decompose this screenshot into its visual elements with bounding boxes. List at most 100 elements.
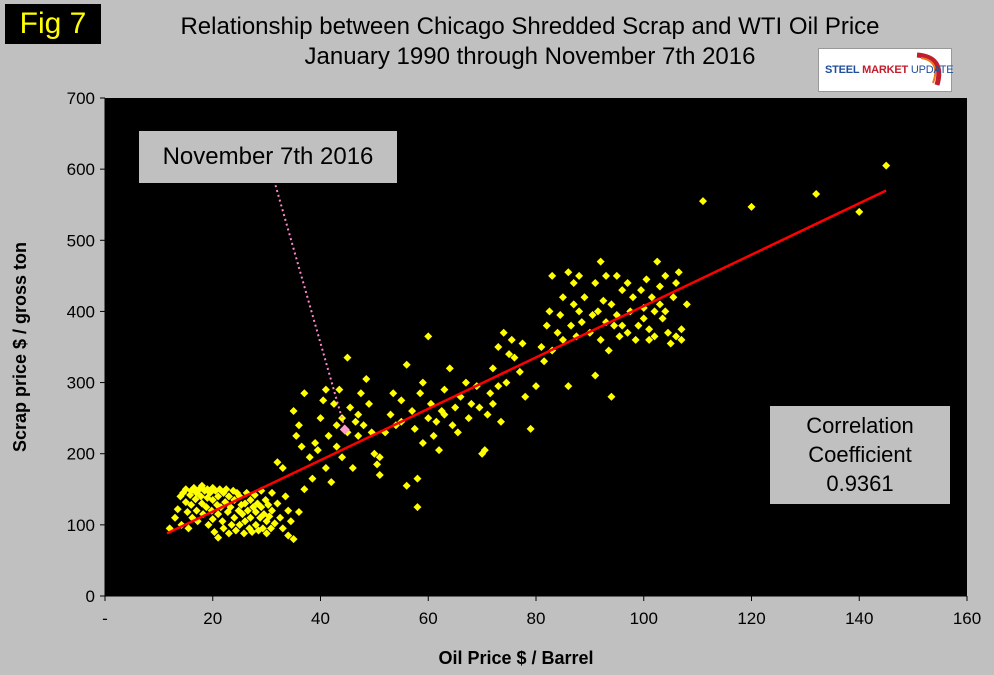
data-point	[494, 343, 503, 351]
data-point	[248, 527, 257, 536]
data-point	[575, 271, 584, 280]
data-point	[812, 190, 821, 199]
data-point	[663, 328, 672, 337]
data-point	[191, 495, 200, 504]
data-point	[628, 293, 637, 302]
x-tick-label: 120	[737, 609, 765, 628]
x-tick-label: 140	[845, 609, 873, 628]
data-point	[278, 524, 287, 533]
trendline	[166, 189, 887, 535]
data-point	[515, 367, 524, 376]
data-point	[316, 414, 325, 423]
data-point	[623, 278, 632, 287]
data-point	[639, 314, 648, 323]
data-point	[645, 325, 654, 334]
data-point	[184, 524, 193, 533]
data-point	[308, 474, 317, 483]
data-point	[747, 202, 756, 211]
data-point	[354, 410, 363, 419]
x-tick-label: 160	[953, 609, 981, 628]
data-point	[270, 519, 279, 528]
data-point	[235, 520, 244, 529]
data-points	[165, 161, 891, 544]
data-point	[292, 431, 301, 440]
data-point	[389, 389, 398, 398]
chart-subtitle: January 1990 through November 7th 2016	[304, 43, 756, 70]
data-point	[187, 500, 196, 509]
data-point	[475, 403, 484, 412]
data-point	[246, 513, 255, 522]
data-point	[634, 321, 643, 330]
data-point	[596, 335, 605, 344]
data-point	[241, 499, 250, 508]
data-point	[214, 533, 223, 542]
data-point	[569, 300, 578, 309]
data-point	[424, 414, 433, 423]
logo-swoosh-icon	[916, 52, 942, 86]
data-point	[338, 453, 347, 462]
data-point	[300, 485, 309, 494]
data-point	[637, 286, 646, 295]
data-point	[329, 399, 338, 408]
data-point	[375, 453, 384, 462]
data-point	[359, 421, 368, 430]
data-point	[655, 300, 664, 309]
data-point	[548, 271, 557, 280]
data-point	[305, 453, 314, 462]
data-point	[218, 517, 227, 526]
data-point	[607, 300, 616, 309]
data-point	[432, 417, 441, 426]
y-tick-label: 600	[67, 160, 95, 179]
data-point	[224, 492, 233, 501]
data-point	[356, 389, 365, 398]
data-point	[532, 382, 540, 391]
data-point	[223, 508, 232, 517]
data-point	[231, 526, 240, 535]
correlation-line2: Coefficient	[808, 442, 912, 467]
data-point	[502, 378, 511, 387]
data-point	[173, 505, 182, 514]
data-point	[556, 310, 565, 319]
data-point	[642, 275, 651, 284]
data-point	[373, 460, 382, 469]
data-point	[204, 520, 213, 529]
y-axis-title: Scrap price $ / gross ton	[10, 242, 30, 452]
data-point	[243, 506, 252, 515]
data-point	[510, 353, 519, 362]
data-point	[672, 332, 681, 341]
data-point	[219, 524, 228, 533]
data-point	[661, 271, 670, 280]
data-point	[429, 431, 438, 440]
data-point	[494, 382, 503, 391]
data-point	[445, 364, 454, 373]
data-point	[575, 307, 584, 316]
data-point	[214, 510, 223, 519]
callout-label: November 7th 2016	[139, 131, 397, 183]
data-point	[258, 524, 267, 533]
data-point	[319, 396, 328, 405]
data-point	[882, 161, 891, 170]
data-point	[208, 515, 217, 524]
data-point	[362, 375, 371, 384]
data-point	[268, 488, 277, 497]
data-point	[327, 478, 336, 487]
data-point	[297, 442, 306, 451]
x-tick-label: 80	[527, 609, 546, 628]
data-point	[234, 506, 243, 515]
highlight-point	[339, 424, 350, 435]
data-point	[375, 471, 384, 480]
data-point	[266, 524, 275, 533]
logo-word-steel: STEEL	[825, 64, 860, 76]
data-point	[410, 424, 419, 433]
correlation-value: 0.9361	[826, 471, 894, 496]
data-point	[647, 293, 656, 302]
y-tick-label: 400	[67, 302, 95, 321]
data-point	[294, 421, 303, 430]
data-point	[348, 463, 357, 472]
data-point	[418, 378, 427, 387]
data-point	[424, 332, 433, 341]
data-point	[413, 474, 422, 483]
data-point	[313, 446, 322, 455]
data-point	[607, 392, 616, 401]
